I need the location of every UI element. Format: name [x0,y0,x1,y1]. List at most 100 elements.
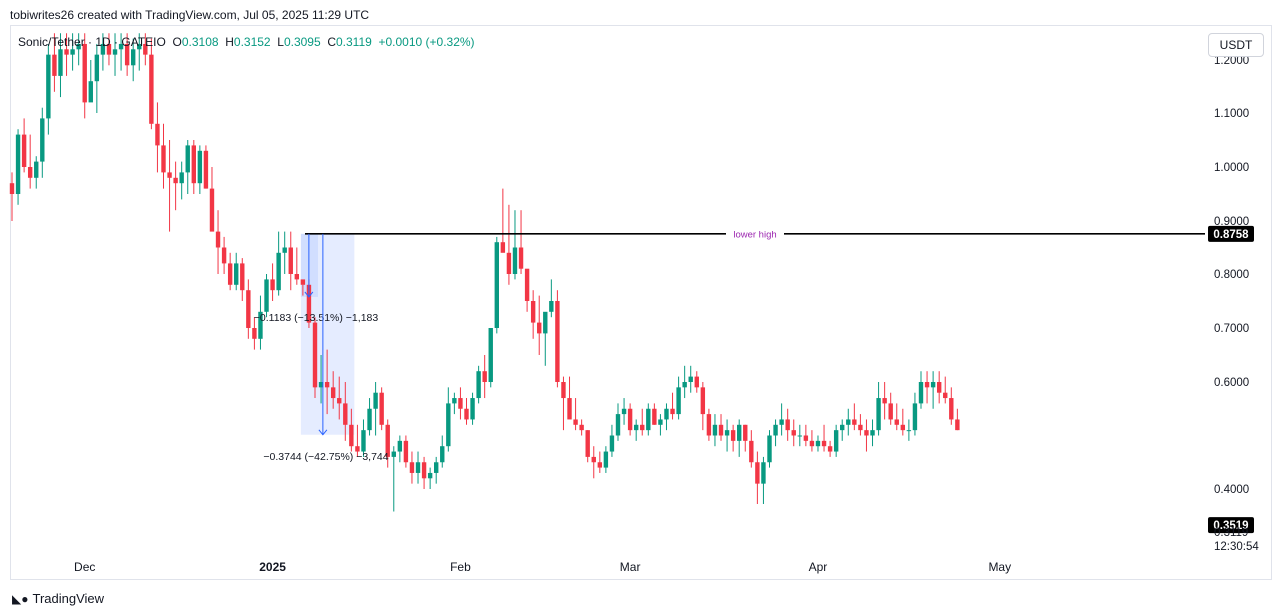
candle-body [833,430,839,452]
x-tick-label: Feb [450,560,471,574]
symbol-legend: Sonic/Tether · 1D · GATEIO O0.3108 H0.31… [18,35,475,49]
candle-body [936,382,942,393]
tradingview-logo-icon: ◣● [12,591,29,606]
candle-body [658,419,663,425]
symbol-name: Sonic/Tether · 1D · GATEIO [18,35,166,49]
candle-body [670,408,675,415]
candle-body [809,440,815,447]
candle-body [427,472,433,479]
candle-body [252,328,257,339]
y-tick-label: 1.1000 [1214,108,1249,120]
x-tick-label: 2025 [259,560,286,574]
candle-body [203,150,209,189]
candle-body [282,247,287,253]
candle-body [191,145,196,184]
candle-body [779,419,784,425]
candle-body [215,231,221,248]
candle-body [349,424,354,447]
candle-body [846,419,851,425]
candle-body [821,440,827,447]
candle-body [161,145,166,173]
candle-body [500,242,506,253]
candle-body [512,247,518,274]
price-badge-label: 0.3519 [1213,520,1248,532]
y-tick-label: 1.0000 [1214,162,1249,174]
measure-arrowhead [318,429,328,436]
y-tick-label: 0.7000 [1214,323,1249,335]
candle-body [567,398,572,420]
measure-label: −0.1183 (−13.51%) −1,183 [254,312,379,324]
currency-button[interactable]: USDT [1208,33,1264,57]
candle-body [385,424,390,457]
candle-body [318,382,324,388]
candle-body [185,145,190,173]
candle-body [537,322,542,334]
candles-layer [9,33,960,512]
candle-body [421,462,427,479]
candle-body [470,398,475,420]
candle-body [355,446,360,452]
candle-body [300,279,306,285]
candle-body [718,424,724,436]
measure-arrowhead [304,291,314,298]
candle-body [870,430,875,436]
candle-body [543,311,548,334]
candle-body [131,49,136,66]
candle-body [112,49,118,55]
measure-label: −0.3744 (−42.75%) −3,744 [263,451,388,463]
candle-body [324,382,330,388]
candle-body [955,419,960,431]
candle-body [749,440,754,463]
candle-body [773,424,778,436]
candle-body [840,424,845,431]
candle-body [76,43,81,50]
candle-body [518,247,524,269]
candle-body [21,134,27,167]
candle-body [258,311,263,339]
candle-body [270,279,275,291]
candle-body [700,387,706,415]
candle-body [494,242,499,328]
candle-body [730,430,736,441]
candle-body [88,81,93,103]
y-tick-label: 0.8000 [1214,269,1249,281]
candle-body [488,328,493,382]
tradingview-brand[interactable]: ◣● TradingView [12,591,104,606]
candle-body [124,43,130,66]
open-label: O [172,35,182,49]
candle-body [827,446,833,452]
candle-body [555,301,560,382]
candle-body [664,408,669,420]
candle-body [403,440,409,463]
change-value: +0.0010 (+0.32%) [378,35,475,49]
candle-body [137,43,142,50]
candle-body [706,414,712,436]
candle-body [94,54,100,82]
candle-body [894,419,899,425]
lower-high-label: lower high [733,229,776,240]
candle-body [906,430,912,432]
candle-body [64,49,69,55]
candle-body [767,435,772,463]
candle-body [943,392,948,399]
countdown-label: 12:30:54 [1214,541,1259,553]
candle-body [221,247,227,264]
brand-label: TradingView [32,591,105,606]
x-tick-label: Mar [620,560,641,574]
candle-body [573,419,578,425]
candle-body [209,188,215,232]
price-badge [1208,517,1254,534]
candle-body [737,424,742,441]
candle-body [597,462,603,468]
price-badge [1208,225,1254,242]
low-value: 0.3095 [283,35,321,49]
close-label: C [327,35,336,49]
high-value: 0.3152 [233,35,271,49]
candle-body [924,382,930,388]
candle-body [240,263,245,291]
candle-body [561,382,566,399]
candle-body [452,398,457,404]
candle-body [379,392,384,425]
candle-body [149,54,154,124]
